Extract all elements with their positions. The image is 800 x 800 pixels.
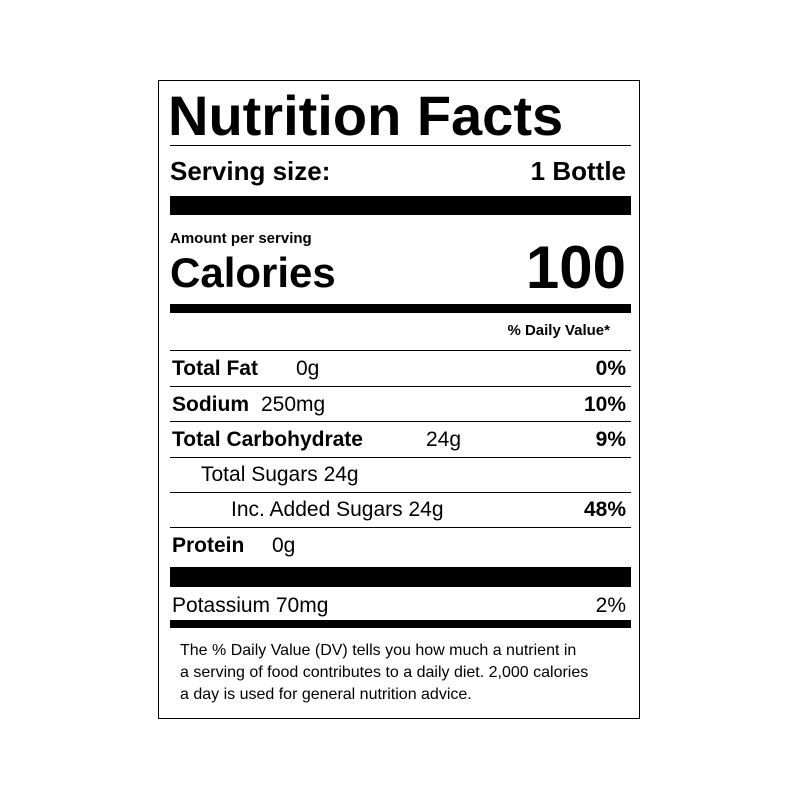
- medium-bar: [170, 304, 631, 313]
- rule: [170, 386, 631, 387]
- serving-label: Serving size:: [170, 156, 331, 186]
- rule: [170, 457, 631, 458]
- label-border: [158, 80, 640, 719]
- thick-bar: [170, 567, 631, 587]
- footnote-line: a day is used for general nutrition advi…: [180, 686, 472, 703]
- dv-header: % Daily Value*: [507, 322, 610, 339]
- nutrient-amount: 0g: [296, 357, 320, 380]
- serving-value: 1 Bottle: [530, 156, 626, 186]
- nutrient-dv: 9%: [595, 428, 626, 451]
- nutrient-label: Total Sugars 24g: [201, 463, 359, 486]
- nutrient-label: Inc. Added Sugars 24g: [231, 498, 444, 521]
- calories-label: Calories: [170, 249, 336, 296]
- potassium-dv: 2%: [595, 594, 626, 617]
- nutrient-dv: 48%: [583, 498, 626, 521]
- footnote-line: a serving of food contributes to a daily…: [180, 664, 589, 681]
- rule: [170, 350, 631, 351]
- nutrient-amount: 24g: [426, 428, 462, 451]
- amount-caption: Amount per serving: [170, 230, 312, 247]
- nutrient-amount: 0g: [272, 534, 296, 557]
- rule: [170, 492, 631, 493]
- nutrient-dv: 10%: [583, 393, 626, 416]
- nutrient-label: Total Fat: [172, 357, 258, 380]
- medium-bar: [170, 620, 631, 628]
- nutrient-amount: 250mg: [261, 393, 326, 416]
- rule: [170, 421, 631, 422]
- nutrient-dv: 0%: [595, 357, 626, 380]
- calories-value: 100: [525, 234, 626, 301]
- rule: [170, 527, 631, 528]
- footnote-line: The % Daily Value (DV) tells you how muc…: [180, 642, 577, 659]
- nutrient-label: Protein: [172, 534, 245, 557]
- potassium-label: Potassium 70mg: [172, 594, 329, 617]
- nutrient-label: Sodium: [172, 393, 249, 416]
- nutrient-label: Total Carbohydrate: [172, 428, 363, 451]
- rule: [170, 145, 631, 146]
- thick-bar: [170, 196, 631, 215]
- title: Nutrition Facts: [168, 84, 564, 147]
